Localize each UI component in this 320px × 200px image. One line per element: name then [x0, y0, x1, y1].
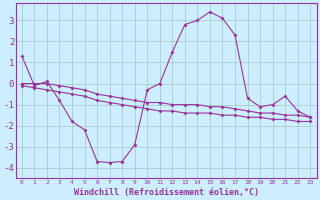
X-axis label: Windchill (Refroidissement éolien,°C): Windchill (Refroidissement éolien,°C) [74, 188, 259, 197]
